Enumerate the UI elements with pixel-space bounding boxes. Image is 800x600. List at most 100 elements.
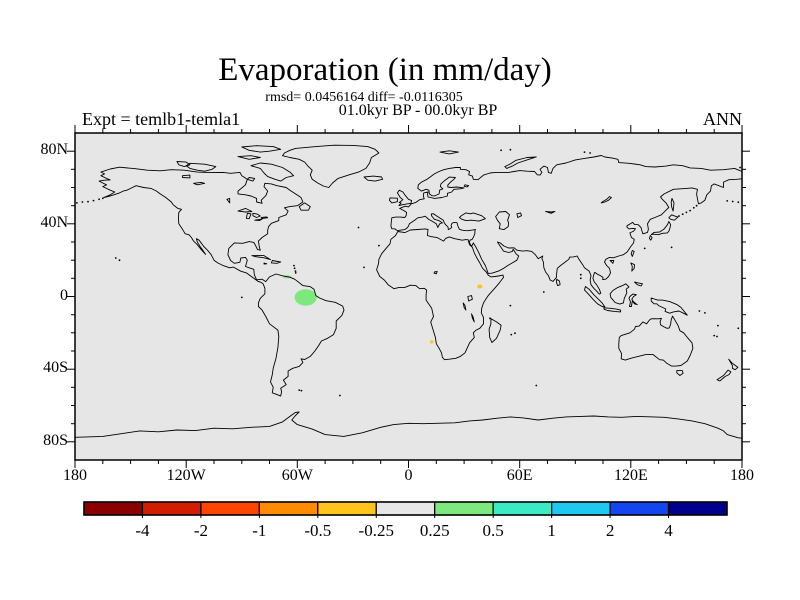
experiment-label: Expt = temlb1-temla1 xyxy=(82,109,241,129)
coastline-path xyxy=(716,369,732,382)
anomaly-east-africa xyxy=(477,284,483,289)
colorbar-segment xyxy=(551,501,611,516)
coastline-path xyxy=(600,196,612,204)
lat-tick-label: 40S xyxy=(43,359,68,377)
colorbar-segment xyxy=(141,501,202,516)
coastline-path xyxy=(263,262,268,265)
colorbar-segment xyxy=(667,501,728,516)
coastline-path xyxy=(182,174,191,179)
colorbar-tick-label: -1 xyxy=(252,521,267,540)
coastline-path xyxy=(648,235,653,241)
coastline-path xyxy=(282,144,380,188)
coastline-path xyxy=(270,260,282,264)
colorbar-segment xyxy=(258,501,319,516)
colorbar-tick-label: 0.25 xyxy=(419,521,450,540)
lon-tick-label: 60E xyxy=(506,467,533,484)
colorbar-tick-label: 1 xyxy=(547,521,556,540)
coastline-path xyxy=(390,155,742,295)
colorbar xyxy=(83,501,728,518)
anomaly-amazon-basin xyxy=(294,289,317,306)
coastline-path xyxy=(237,155,261,160)
coastline-path xyxy=(226,197,231,204)
coastline-path xyxy=(298,202,311,211)
coastline-path xyxy=(388,197,398,204)
page-title: Evaporation (in mm/day) xyxy=(218,52,552,88)
colorbar-segment xyxy=(375,501,436,516)
coastline-path xyxy=(250,162,295,182)
lon-tick-label: 180 xyxy=(730,467,754,484)
coastline-path xyxy=(628,293,638,307)
lat-tick-label: 80N xyxy=(40,141,68,159)
axis-ticks xyxy=(67,125,750,468)
coastline-path xyxy=(246,177,256,182)
coastline-path xyxy=(471,313,475,323)
coastline-path xyxy=(241,145,282,153)
coastline-path xyxy=(630,262,635,272)
coastline-path xyxy=(504,156,537,169)
coastlines xyxy=(75,144,742,439)
lon-tick-label: 0 xyxy=(404,467,413,484)
coastline-path xyxy=(676,370,684,376)
colorbar-segment xyxy=(492,501,553,516)
lat-tick-label: 0 xyxy=(60,286,68,304)
coastline-path xyxy=(176,161,191,168)
colorbar-segment xyxy=(83,501,144,516)
coastline-path xyxy=(462,302,467,311)
coastline-path xyxy=(670,197,675,212)
coastline-path xyxy=(650,221,672,236)
coastline-path xyxy=(555,278,561,287)
coastline-path xyxy=(376,228,504,361)
coastline-path xyxy=(516,212,522,218)
coastline-path xyxy=(545,211,556,214)
colorbar-segment xyxy=(434,501,494,516)
coastline-path xyxy=(185,162,217,172)
coastline-path xyxy=(668,214,679,221)
lat-tick-label: 80S xyxy=(43,431,68,449)
coastline-path xyxy=(488,318,502,343)
lon-tick-label: 120W xyxy=(166,467,206,484)
anomaly-southwest-africa-coast xyxy=(430,340,434,344)
coastline-path xyxy=(251,255,271,261)
coastline-path xyxy=(433,270,438,275)
coastline-path xyxy=(363,175,384,182)
coastline-path xyxy=(467,295,473,302)
colorbar-tick-label: 2 xyxy=(605,521,615,540)
colorbar-tick-label: 4 xyxy=(664,521,673,540)
coastline-path xyxy=(584,286,606,308)
coastline-path xyxy=(396,189,413,206)
coastline-path xyxy=(618,315,694,367)
lon-tick-label: 120E xyxy=(613,467,648,484)
coastline-path xyxy=(630,250,635,257)
season-label: ANN xyxy=(703,109,742,129)
coastline-path xyxy=(609,260,615,264)
colorbar-segment xyxy=(317,501,377,516)
coastline-path xyxy=(98,166,345,397)
lon-tick-label: 180 xyxy=(63,467,87,484)
coastline-path xyxy=(459,212,486,222)
colorbar-tick-label: 0.5 xyxy=(482,521,504,540)
colorbar-tick-label: -4 xyxy=(135,521,150,540)
coastline-path xyxy=(75,411,742,439)
colorbar-tick-label: -2 xyxy=(193,521,208,540)
coastline-path xyxy=(439,150,459,155)
colorbar-segment xyxy=(609,501,670,516)
coastline-path xyxy=(609,283,630,305)
map-background xyxy=(75,133,742,460)
coastline-path xyxy=(463,184,470,188)
colorbar-segment xyxy=(200,501,260,516)
subtitle-stats: rmsd= 0.0456164 diff= -0.0116305 xyxy=(265,90,463,105)
coastline-path xyxy=(603,307,622,313)
subtitle-period: 01.0kyr BP - 00.0kyr BP xyxy=(338,102,498,119)
colorbar-tick-label: -0.25 xyxy=(358,521,394,540)
coastline-path xyxy=(237,207,253,213)
coastline-path xyxy=(650,297,688,316)
coastline-path xyxy=(495,211,510,231)
lon-tick-label: 60W xyxy=(281,467,313,484)
coastline-path xyxy=(245,212,252,220)
colorbar-tick-label: -0.5 xyxy=(304,521,332,540)
coastline-path xyxy=(252,212,261,218)
lat-tick-label: 40N xyxy=(40,213,68,231)
coastline-path xyxy=(728,358,739,371)
